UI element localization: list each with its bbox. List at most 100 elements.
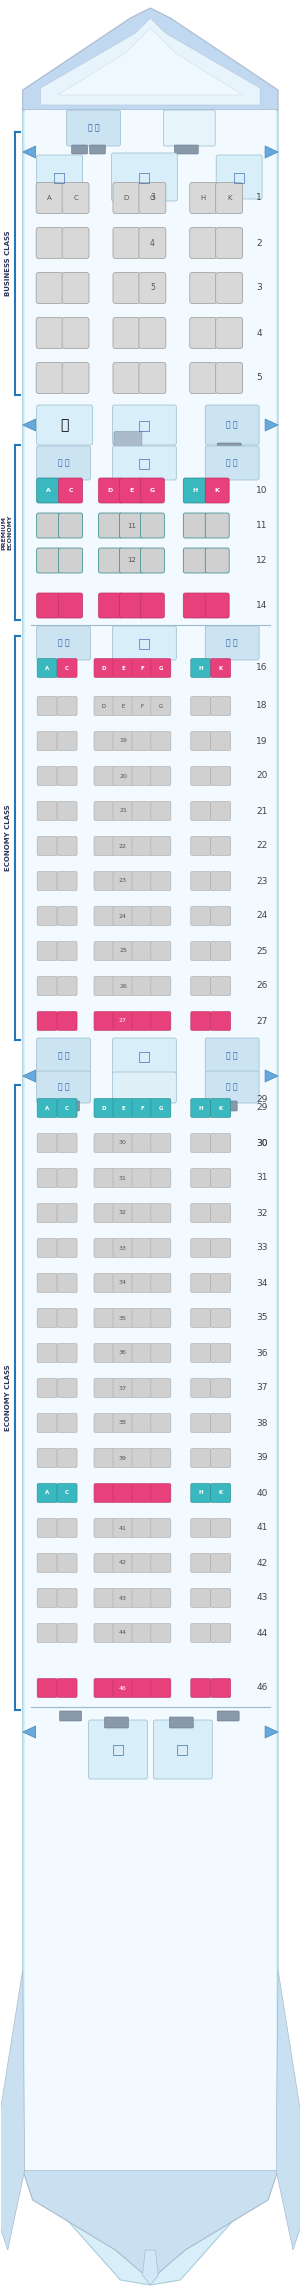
FancyBboxPatch shape	[94, 1484, 114, 1503]
Text: 35: 35	[119, 1315, 127, 1320]
FancyBboxPatch shape	[211, 1011, 231, 1031]
FancyBboxPatch shape	[113, 1448, 133, 1468]
FancyBboxPatch shape	[57, 1484, 77, 1503]
FancyBboxPatch shape	[94, 1624, 114, 1642]
FancyBboxPatch shape	[57, 906, 77, 926]
FancyBboxPatch shape	[72, 144, 88, 153]
Text: F: F	[140, 704, 143, 709]
FancyBboxPatch shape	[113, 1589, 133, 1608]
FancyBboxPatch shape	[113, 1484, 133, 1503]
FancyBboxPatch shape	[58, 592, 82, 617]
FancyBboxPatch shape	[132, 1553, 152, 1573]
FancyBboxPatch shape	[37, 1134, 57, 1153]
Text: 10: 10	[256, 487, 268, 494]
FancyBboxPatch shape	[211, 1413, 231, 1432]
FancyBboxPatch shape	[57, 871, 77, 890]
FancyBboxPatch shape	[211, 1342, 231, 1363]
FancyBboxPatch shape	[132, 1342, 152, 1363]
FancyBboxPatch shape	[190, 318, 217, 348]
FancyBboxPatch shape	[140, 549, 164, 574]
FancyBboxPatch shape	[211, 659, 231, 677]
FancyBboxPatch shape	[37, 977, 57, 995]
Text: D: D	[102, 1105, 106, 1111]
FancyBboxPatch shape	[113, 766, 133, 784]
FancyBboxPatch shape	[211, 1134, 231, 1153]
FancyBboxPatch shape	[191, 800, 211, 821]
Text: C: C	[65, 1105, 69, 1111]
FancyBboxPatch shape	[151, 1679, 171, 1697]
Text: 🧵: 🧵	[60, 419, 69, 432]
Text: 36: 36	[256, 1349, 268, 1358]
Text: 3: 3	[150, 194, 155, 204]
Text: 40: 40	[256, 1489, 268, 1498]
Text: 44: 44	[256, 1628, 267, 1637]
FancyBboxPatch shape	[216, 183, 243, 213]
Text: ⛹ ⛹: ⛹ ⛹	[226, 638, 238, 647]
FancyBboxPatch shape	[132, 1169, 152, 1187]
FancyBboxPatch shape	[191, 1553, 211, 1573]
FancyBboxPatch shape	[57, 1679, 77, 1697]
FancyBboxPatch shape	[113, 1274, 133, 1292]
Text: □: □	[176, 1743, 189, 1756]
FancyBboxPatch shape	[211, 1203, 231, 1224]
Text: ⛹ ⛹: ⛹ ⛹	[58, 457, 69, 467]
FancyBboxPatch shape	[37, 478, 61, 503]
Text: 43: 43	[256, 1594, 268, 1603]
FancyBboxPatch shape	[94, 977, 114, 995]
FancyBboxPatch shape	[190, 183, 217, 213]
FancyBboxPatch shape	[211, 1519, 231, 1537]
FancyBboxPatch shape	[139, 272, 166, 304]
FancyBboxPatch shape	[37, 1038, 91, 1075]
FancyBboxPatch shape	[57, 1134, 77, 1153]
FancyBboxPatch shape	[113, 800, 133, 821]
FancyBboxPatch shape	[113, 1011, 133, 1031]
FancyBboxPatch shape	[211, 1484, 231, 1503]
FancyBboxPatch shape	[57, 698, 77, 716]
FancyBboxPatch shape	[191, 1519, 211, 1537]
FancyBboxPatch shape	[151, 1098, 171, 1118]
FancyBboxPatch shape	[37, 1589, 57, 1608]
Text: C: C	[68, 487, 73, 494]
FancyBboxPatch shape	[57, 659, 77, 677]
FancyBboxPatch shape	[191, 1379, 211, 1397]
FancyBboxPatch shape	[62, 364, 89, 393]
FancyBboxPatch shape	[57, 1098, 77, 1118]
FancyBboxPatch shape	[112, 446, 176, 480]
Text: K: K	[227, 194, 231, 201]
FancyBboxPatch shape	[191, 698, 211, 716]
Text: H: H	[193, 487, 198, 494]
FancyBboxPatch shape	[151, 800, 171, 821]
FancyBboxPatch shape	[57, 1274, 77, 1292]
FancyBboxPatch shape	[174, 144, 198, 153]
FancyBboxPatch shape	[211, 1308, 231, 1326]
FancyBboxPatch shape	[94, 837, 114, 855]
Text: ⛹ ⛹: ⛹ ⛹	[58, 1082, 69, 1091]
Text: □: □	[138, 419, 151, 432]
FancyBboxPatch shape	[37, 837, 57, 855]
FancyBboxPatch shape	[57, 1519, 77, 1537]
Text: 1: 1	[256, 194, 262, 204]
Text: 29: 29	[256, 1105, 268, 1111]
FancyBboxPatch shape	[62, 272, 89, 304]
FancyBboxPatch shape	[151, 942, 171, 961]
FancyBboxPatch shape	[36, 226, 63, 258]
FancyBboxPatch shape	[94, 1589, 114, 1608]
FancyBboxPatch shape	[57, 1011, 77, 1031]
FancyBboxPatch shape	[151, 659, 171, 677]
Polygon shape	[265, 419, 278, 430]
Text: G: G	[159, 1105, 163, 1111]
Text: 20: 20	[119, 773, 127, 778]
Text: 37: 37	[119, 1386, 127, 1390]
Text: H: H	[198, 1491, 203, 1496]
FancyBboxPatch shape	[94, 732, 114, 750]
Text: 31: 31	[119, 1176, 127, 1180]
FancyBboxPatch shape	[37, 1342, 57, 1363]
FancyBboxPatch shape	[205, 549, 229, 574]
FancyBboxPatch shape	[94, 1134, 114, 1153]
FancyBboxPatch shape	[151, 1134, 171, 1153]
FancyBboxPatch shape	[113, 906, 133, 926]
Text: 36: 36	[119, 1352, 127, 1356]
FancyBboxPatch shape	[94, 1098, 114, 1118]
Text: 38: 38	[256, 1418, 268, 1427]
FancyBboxPatch shape	[151, 1484, 171, 1503]
